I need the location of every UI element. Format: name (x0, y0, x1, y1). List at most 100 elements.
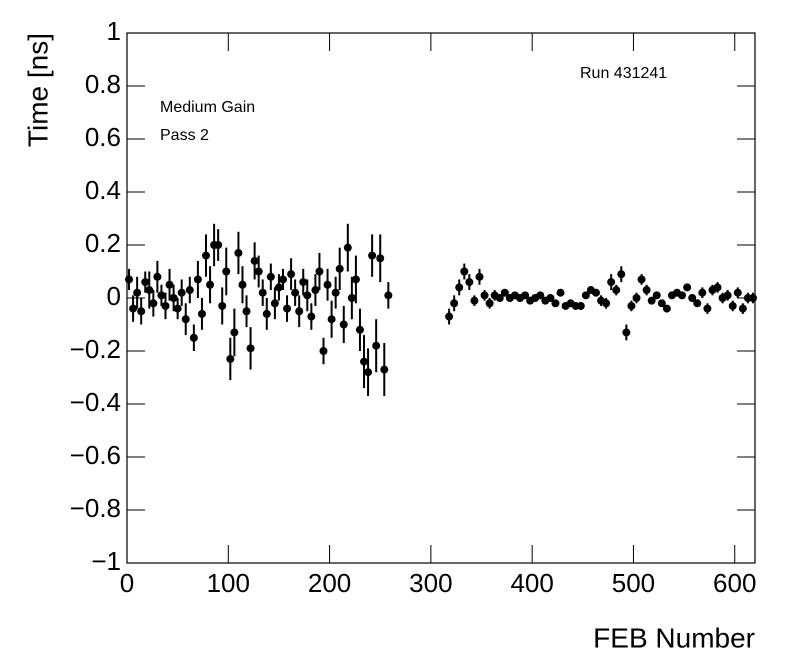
data-point (218, 301, 227, 310)
data-point (193, 275, 202, 284)
data-point (551, 299, 560, 308)
data-point (311, 286, 320, 295)
data-point (226, 354, 235, 363)
data-point (683, 283, 692, 292)
data-point (145, 286, 154, 295)
data-point (581, 291, 590, 300)
data-point (299, 278, 308, 287)
data-point (291, 288, 300, 297)
data-point (343, 243, 352, 252)
data-point (475, 272, 484, 281)
data-point (295, 307, 304, 316)
data-point (637, 275, 646, 284)
data-point (364, 368, 373, 377)
data-point (723, 291, 732, 300)
data-point (602, 299, 611, 308)
annotation: Pass 2 (160, 127, 209, 144)
data-point (181, 315, 190, 324)
data-point (546, 294, 555, 302)
data-point (161, 301, 170, 310)
data-point (617, 270, 626, 279)
data-point (748, 294, 757, 302)
x-tick-label: 600 (713, 568, 756, 598)
data-point (688, 294, 697, 302)
data-point (480, 291, 489, 300)
data-point (662, 304, 671, 313)
data-point (465, 278, 474, 287)
data-point (455, 283, 464, 292)
data-point (141, 278, 150, 287)
data-point (327, 315, 336, 324)
data-point (698, 288, 707, 297)
data-point (197, 309, 206, 318)
data-point (137, 307, 146, 316)
data-point (177, 288, 186, 297)
data-point (450, 299, 459, 308)
data-point (278, 275, 287, 284)
y-tick-label: 0.6 (85, 122, 121, 152)
data-point (323, 280, 332, 289)
data-point (576, 301, 585, 310)
data-point (713, 283, 722, 292)
data-point (303, 291, 312, 300)
y-axis-title: Time [ns] (22, 33, 53, 147)
data-point (347, 294, 356, 302)
x-tick-label: 100 (207, 568, 250, 598)
data-point (206, 280, 215, 289)
data-point (693, 299, 702, 308)
x-tick-label: 500 (612, 568, 655, 598)
data-point (360, 357, 369, 366)
data-point (351, 275, 360, 284)
data-point (246, 344, 255, 353)
data-point (652, 291, 661, 300)
data-point (622, 328, 631, 337)
data-point (283, 304, 292, 313)
x-tick-label: 300 (409, 568, 452, 598)
data-point (495, 294, 504, 302)
data-point (642, 286, 651, 295)
data-point (153, 272, 162, 281)
data-point (262, 309, 271, 318)
data-point (678, 291, 687, 300)
y-tick-label: 0 (107, 281, 121, 311)
data-point (380, 365, 389, 374)
data-point (384, 291, 393, 300)
data-point (250, 256, 259, 265)
data-point (214, 241, 223, 249)
data-point (591, 288, 600, 297)
data-point (157, 291, 166, 300)
data-point (258, 288, 267, 297)
y-tick-label: 0.8 (85, 69, 121, 99)
data-point (376, 254, 385, 263)
data-point (339, 320, 348, 329)
data-point (242, 307, 251, 316)
data-point (230, 328, 239, 337)
y-tick-label: 0.2 (85, 228, 121, 258)
data-point (165, 280, 174, 289)
data-point (202, 251, 211, 260)
data-point (185, 286, 194, 295)
data-point (189, 333, 198, 342)
y-tick-label: −0.8 (70, 493, 121, 523)
data-point (315, 267, 324, 276)
data-point (254, 267, 263, 276)
y-tick-label: 1 (107, 16, 121, 46)
data-point (287, 270, 296, 279)
data-point (445, 312, 454, 321)
data-point (173, 304, 182, 313)
data-point (307, 312, 316, 321)
y-tick-label: −1 (91, 546, 121, 576)
data-point (238, 280, 247, 289)
x-tick-label: 200 (308, 568, 351, 598)
data-point (319, 347, 328, 355)
data-point (133, 288, 142, 297)
y-tick-label: 0.4 (85, 175, 121, 205)
data-point (632, 294, 641, 302)
annotation: Medium Gain (160, 99, 255, 116)
data-point (368, 251, 377, 260)
data-point (627, 301, 636, 310)
data-point (647, 296, 656, 305)
data-point (612, 286, 621, 295)
data-point (556, 288, 565, 297)
